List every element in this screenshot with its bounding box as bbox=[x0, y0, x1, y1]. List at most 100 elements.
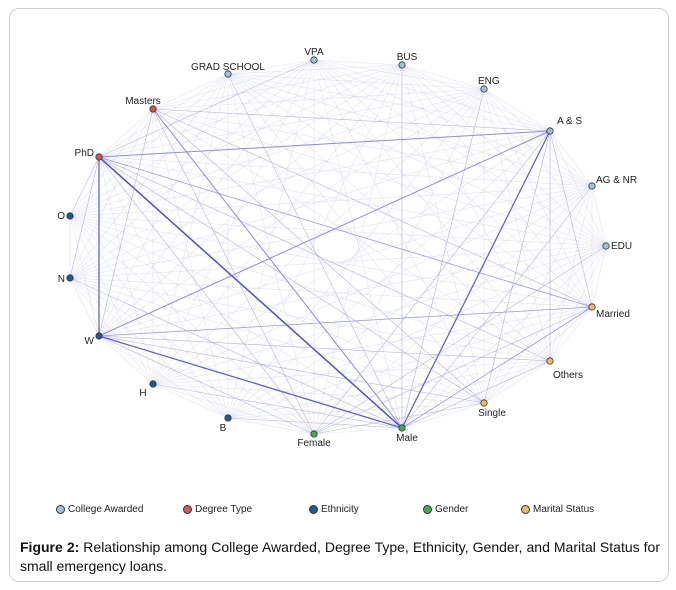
faint-edge bbox=[549, 245, 607, 362]
node-female[interactable] bbox=[310, 430, 318, 438]
faint-edge bbox=[483, 88, 593, 187]
faint-edge bbox=[401, 64, 485, 90]
faint-edge bbox=[152, 73, 229, 110]
faint-edge bbox=[227, 59, 315, 419]
node-n[interactable] bbox=[66, 274, 74, 282]
edge-vpa-phd bbox=[98, 59, 315, 158]
faint-edge bbox=[227, 130, 551, 419]
node-label-married: Married bbox=[596, 309, 630, 320]
edge-n-phd bbox=[69, 156, 100, 279]
nodes: GRAD SCHOOL VPA BUS ENG A & S AG & NR EDU Maste… bbox=[57, 47, 637, 449]
faint-edge bbox=[69, 277, 551, 362]
faint-edge bbox=[98, 156, 229, 419]
faint-edge bbox=[152, 108, 229, 419]
edge-masters-male bbox=[152, 108, 403, 429]
node-label-w: W bbox=[85, 336, 95, 347]
node-single[interactable] bbox=[480, 399, 488, 407]
legend-item-ethnicity: Ethnicity bbox=[309, 504, 359, 515]
edge-w-others bbox=[98, 335, 551, 362]
faint-edge bbox=[401, 64, 485, 404]
faint-edge bbox=[549, 306, 593, 362]
edge-a-s-single bbox=[483, 130, 551, 404]
node-vpa[interactable] bbox=[310, 56, 318, 64]
edge-w-a-s bbox=[98, 130, 551, 337]
faint-edge bbox=[69, 215, 485, 404]
node-bus[interactable] bbox=[398, 61, 406, 69]
node-edu[interactable] bbox=[602, 242, 610, 250]
faint-edge bbox=[69, 88, 485, 217]
faint-edge bbox=[152, 383, 485, 404]
legend-label-college: College Awarded bbox=[68, 504, 144, 515]
faint-edge bbox=[69, 88, 485, 279]
faint-edge bbox=[227, 64, 403, 419]
node-grad-school[interactable] bbox=[224, 70, 232, 78]
faint-edge bbox=[313, 360, 551, 435]
faint-edge bbox=[152, 108, 593, 187]
faint-edge bbox=[227, 417, 315, 435]
edge-a-s-female bbox=[313, 130, 551, 435]
faint-edge bbox=[227, 73, 593, 308]
node-phd[interactable] bbox=[95, 153, 103, 161]
node-a-s[interactable] bbox=[546, 127, 554, 135]
faint-edge bbox=[483, 360, 551, 404]
faint-edge bbox=[401, 64, 551, 132]
faint-edge bbox=[313, 59, 593, 308]
legend-item-college: College Awarded bbox=[56, 504, 143, 515]
node-b[interactable] bbox=[224, 414, 232, 422]
edge-phd-female bbox=[98, 156, 315, 435]
node-w[interactable] bbox=[95, 332, 103, 340]
faint-edge bbox=[401, 64, 607, 247]
edge-w-married bbox=[98, 306, 593, 337]
node-label-grad-school: GRAD SCHOOL bbox=[191, 62, 265, 73]
node-male[interactable] bbox=[398, 424, 406, 432]
node-others[interactable] bbox=[546, 357, 554, 365]
edge-ag-nr-male bbox=[401, 185, 593, 429]
edge-female-married bbox=[313, 306, 593, 435]
faint-edge bbox=[152, 383, 229, 419]
faint-edge bbox=[98, 73, 229, 337]
node-ag-nr[interactable] bbox=[588, 182, 596, 190]
edge-masters-married bbox=[152, 108, 593, 308]
legend-label-marital: Marital Status bbox=[533, 504, 595, 515]
node-label-single: Single bbox=[478, 408, 506, 419]
faint-edge bbox=[69, 215, 154, 385]
node-masters[interactable] bbox=[149, 105, 157, 113]
faint-edge bbox=[152, 360, 551, 385]
faint-edge bbox=[152, 108, 551, 362]
legend-item-degree: Degree Type bbox=[183, 504, 252, 515]
faint-edge bbox=[98, 88, 485, 158]
faint-edge bbox=[313, 88, 485, 435]
faint-edge bbox=[152, 64, 403, 385]
faint-edge bbox=[69, 215, 607, 247]
node-married[interactable] bbox=[588, 303, 596, 311]
faint-edge bbox=[98, 64, 403, 158]
caption-label: Figure 2: bbox=[20, 539, 80, 555]
faint-edge bbox=[69, 215, 100, 337]
node-label-ag-nr: AG & NR bbox=[596, 175, 637, 186]
faint-edge bbox=[69, 245, 607, 279]
faint-edge bbox=[152, 245, 607, 385]
faint-edge bbox=[98, 156, 593, 187]
edge-masters-a-s bbox=[152, 108, 551, 132]
faint-edge bbox=[227, 73, 551, 362]
faint-edge bbox=[69, 215, 315, 435]
faint-edge bbox=[69, 277, 229, 419]
edge-o-phd bbox=[69, 156, 100, 217]
node-label-eng: ENG bbox=[478, 76, 500, 87]
node-o[interactable] bbox=[66, 212, 74, 220]
faint-edge bbox=[313, 59, 551, 362]
node-label-o: O bbox=[57, 211, 65, 222]
faint-edge bbox=[98, 108, 154, 158]
faint-edge bbox=[483, 245, 607, 404]
edge-a-s-male bbox=[401, 130, 551, 429]
node-h[interactable] bbox=[149, 380, 157, 388]
faint-edge bbox=[313, 59, 403, 429]
faint-edge bbox=[591, 245, 607, 308]
faint-edge bbox=[227, 73, 593, 187]
edge-w-female bbox=[98, 335, 315, 435]
node-label-h: H bbox=[139, 388, 146, 399]
node-eng[interactable] bbox=[480, 85, 488, 93]
faint-edge bbox=[549, 130, 593, 187]
node-label-vpa: VPA bbox=[304, 47, 324, 58]
